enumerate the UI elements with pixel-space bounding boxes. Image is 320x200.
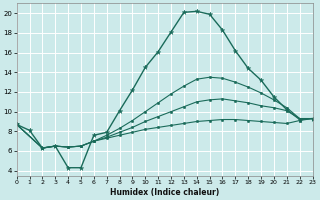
- X-axis label: Humidex (Indice chaleur): Humidex (Indice chaleur): [110, 188, 219, 197]
